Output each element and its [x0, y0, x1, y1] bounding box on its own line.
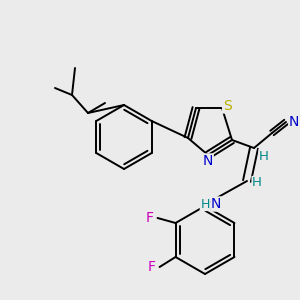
Text: S: S [223, 99, 231, 113]
Text: H: H [252, 176, 262, 190]
Text: H: H [200, 197, 210, 211]
Text: N: N [203, 154, 213, 168]
Text: F: F [148, 260, 156, 274]
Text: N: N [211, 197, 221, 211]
Text: N: N [289, 115, 299, 129]
Text: H: H [259, 149, 269, 163]
Text: F: F [146, 211, 154, 225]
